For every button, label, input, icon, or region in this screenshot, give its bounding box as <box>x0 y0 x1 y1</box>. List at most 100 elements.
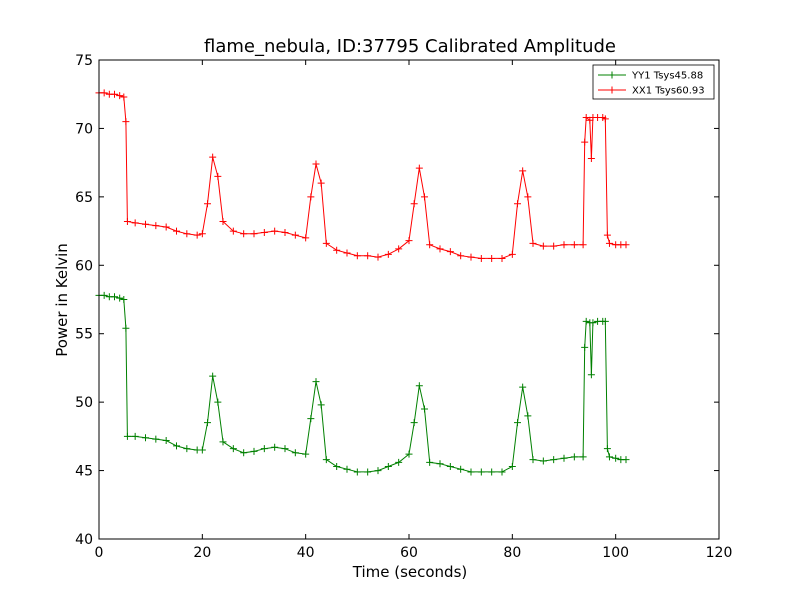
data-point <box>229 227 237 235</box>
data-point <box>612 454 620 462</box>
data-point <box>395 245 403 253</box>
y-axis-label: Power in Kelvin <box>53 243 71 357</box>
data-point <box>183 445 191 453</box>
data-point <box>410 419 418 427</box>
data-point <box>488 468 496 476</box>
data-point <box>250 447 258 455</box>
data-point <box>120 296 128 303</box>
data-point <box>587 371 595 379</box>
data-point <box>421 193 428 201</box>
data-point <box>209 372 217 380</box>
data-point <box>281 445 289 453</box>
data-point <box>514 419 521 427</box>
data-point <box>426 458 434 466</box>
data-point <box>312 378 320 386</box>
data-point <box>384 250 392 258</box>
data-point <box>587 155 595 163</box>
x-tick-label: 60 <box>400 545 418 561</box>
data-point <box>539 457 547 465</box>
data-point <box>240 230 248 238</box>
data-point <box>312 160 320 168</box>
y-tick-label: 55 <box>75 327 93 343</box>
data-point <box>209 153 217 161</box>
data-point <box>508 250 516 258</box>
y-tick-label: 40 <box>75 532 93 548</box>
y-tick-label: 75 <box>75 53 93 69</box>
data-point <box>550 242 558 250</box>
data-point <box>539 242 547 250</box>
data-point <box>307 193 315 201</box>
chart-title: flame_nebula, ID:37795 Calibrated Amplit… <box>204 36 616 57</box>
data-point <box>581 343 589 351</box>
legend-label: YY1 Tsys45.88 <box>631 71 703 82</box>
data-point <box>410 200 418 208</box>
data-point <box>622 456 630 464</box>
data-point <box>405 237 413 245</box>
data-point <box>446 462 454 470</box>
data-point <box>498 468 506 476</box>
data-point <box>622 241 630 249</box>
data-point <box>322 456 330 464</box>
data-point <box>457 465 465 473</box>
data-point <box>579 453 587 461</box>
data-point <box>219 438 227 446</box>
data-point <box>142 434 149 442</box>
data-point <box>529 456 537 464</box>
data-point <box>271 227 279 235</box>
data-point <box>162 223 170 231</box>
x-tick-label: 100 <box>602 545 629 561</box>
x-tick-label: 20 <box>193 545 211 561</box>
data-point <box>582 113 590 121</box>
data-point <box>173 442 180 450</box>
data-point <box>123 217 131 225</box>
data-point <box>302 450 310 458</box>
y-tick-label: 50 <box>75 395 93 411</box>
data-point <box>446 248 454 256</box>
data-point <box>524 193 532 201</box>
x-tick-label: 0 <box>95 545 104 561</box>
data-point <box>111 293 118 301</box>
data-point <box>364 468 372 476</box>
data-point <box>193 231 201 239</box>
data-point <box>395 458 403 466</box>
data-point <box>214 398 222 406</box>
data-point <box>183 230 191 238</box>
data-point <box>322 239 330 247</box>
data-point <box>384 462 392 470</box>
data-point <box>198 230 206 238</box>
data-point <box>152 222 160 230</box>
data-point <box>560 454 568 462</box>
legend-items: YY1 Tsys45.88 XX1 Tsys60.93 <box>598 71 705 97</box>
data-point <box>229 445 237 453</box>
data-point <box>131 219 139 227</box>
data-point <box>519 383 527 391</box>
data-point <box>260 445 268 453</box>
legend-entry: XX1 Tsys60.93 <box>598 86 705 97</box>
data-point <box>605 453 613 461</box>
data-point <box>415 164 423 172</box>
data-point <box>529 239 537 247</box>
data-point <box>467 468 475 476</box>
data-point <box>333 462 341 470</box>
x-tick-label: 40 <box>297 545 315 561</box>
data-point <box>131 432 139 440</box>
data-point <box>514 200 521 208</box>
x-tick-label: 80 <box>503 545 521 561</box>
data-point <box>421 405 428 413</box>
series-layer <box>95 89 630 476</box>
data-point <box>204 200 211 208</box>
data-point <box>498 254 506 262</box>
data-point <box>477 468 485 476</box>
data-point <box>581 138 589 146</box>
data-point <box>589 319 597 327</box>
data-point <box>333 246 341 254</box>
y-tick-label: 45 <box>75 464 93 480</box>
data-point <box>152 435 160 443</box>
data-point <box>198 446 206 454</box>
data-point <box>204 419 211 427</box>
data-point <box>570 453 578 461</box>
data-point <box>477 254 485 262</box>
data-point <box>317 179 325 187</box>
data-point <box>426 241 434 249</box>
